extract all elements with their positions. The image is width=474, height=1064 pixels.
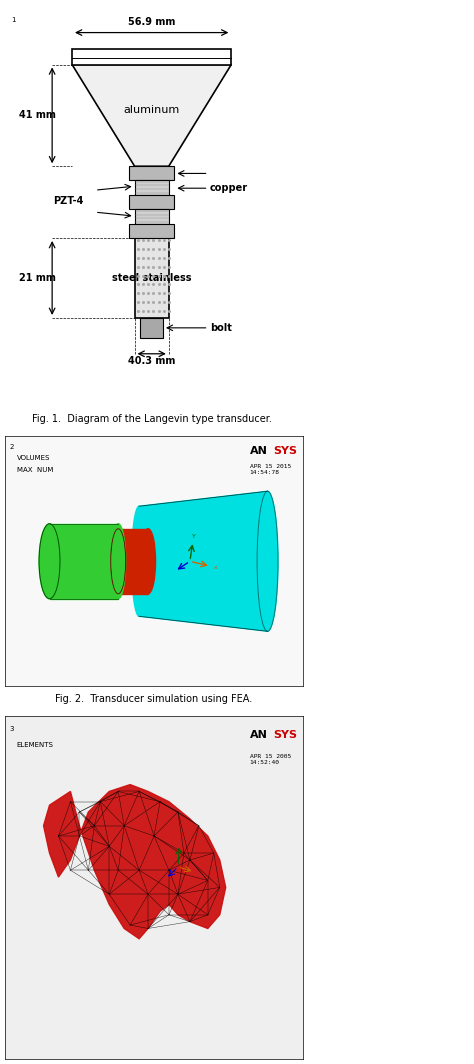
Polygon shape [129,166,174,180]
Text: 2: 2 [9,444,14,450]
Ellipse shape [141,529,155,594]
Ellipse shape [132,506,146,616]
Text: AN: AN [250,730,267,739]
Polygon shape [135,210,169,225]
Polygon shape [72,49,231,65]
Polygon shape [135,238,169,318]
Polygon shape [118,529,148,594]
Ellipse shape [39,523,60,599]
Text: steel stainless: steel stainless [112,273,191,283]
Polygon shape [139,492,267,631]
Ellipse shape [257,492,278,631]
Polygon shape [140,318,163,338]
Text: ELEMENTS: ELEMENTS [17,742,54,748]
Text: APR 15 2015
14:54:78: APR 15 2015 14:54:78 [250,464,291,475]
Text: Fig. 2.  Transducer simulation using FEA.: Fig. 2. Transducer simulation using FEA. [55,694,253,704]
Text: MAX  NUM: MAX NUM [17,467,53,473]
Text: x: x [214,565,218,570]
Polygon shape [72,65,231,166]
Text: 41 mm: 41 mm [19,111,56,120]
Text: AN: AN [250,446,267,456]
Polygon shape [135,180,169,195]
Polygon shape [44,784,226,938]
Text: VOLUMES: VOLUMES [17,455,50,461]
Text: 40.3 mm: 40.3 mm [128,355,175,366]
Polygon shape [50,523,118,599]
Text: copper: copper [210,183,248,194]
Text: Fig. 1.  Diagram of the Langevin type transducer.: Fig. 1. Diagram of the Langevin type tra… [32,414,272,425]
Ellipse shape [111,523,126,599]
Text: 56.9 mm: 56.9 mm [128,17,175,27]
Text: bolt: bolt [210,322,232,333]
Polygon shape [129,195,174,210]
Text: aluminum: aluminum [124,105,180,115]
Text: Y: Y [192,534,196,538]
Text: PZT-4: PZT-4 [54,197,84,206]
Ellipse shape [111,529,126,594]
Text: APR 15 2005
14:52:40: APR 15 2005 14:52:40 [250,753,291,765]
Polygon shape [129,225,174,238]
Text: 3: 3 [9,727,14,732]
Text: SYS: SYS [273,730,298,739]
Text: 1: 1 [11,17,15,22]
Text: SYS: SYS [273,446,298,456]
Text: 21 mm: 21 mm [19,273,56,283]
